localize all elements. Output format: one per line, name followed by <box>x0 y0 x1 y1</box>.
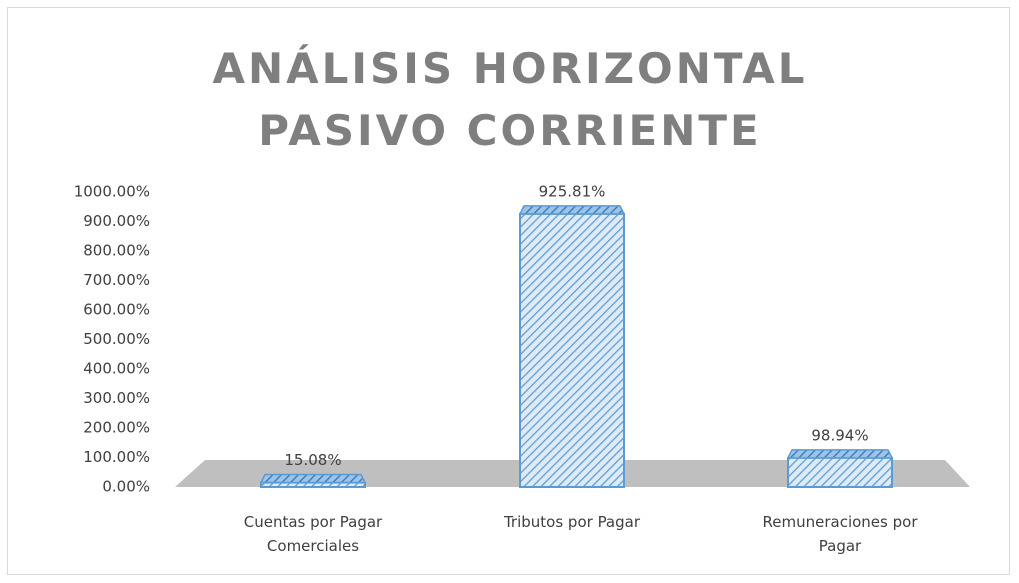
y-tick-label: 400.00% <box>83 360 150 378</box>
x-tick-label: Remuneraciones por Pagar <box>762 513 918 555</box>
bar-top <box>518 205 626 215</box>
chart-border <box>7 7 1010 575</box>
y-tick-label: 500.00% <box>83 330 150 348</box>
x-tick-label: Tributos por Pagar <box>503 513 641 531</box>
bar <box>787 456 893 489</box>
y-tick-label: 0.00% <box>102 478 150 496</box>
y-tick-label: 800.00% <box>83 242 150 260</box>
data-label: 98.94% <box>811 426 868 444</box>
y-tick-label: 700.00% <box>83 271 150 289</box>
bar <box>519 212 625 488</box>
y-tick-label: 200.00% <box>83 419 150 437</box>
y-tick-label: 300.00% <box>83 389 150 407</box>
data-label: 925.81% <box>539 182 606 200</box>
bar-top <box>786 449 894 459</box>
x-tick-label: Cuentas por Pagar Comerciales <box>243 513 383 555</box>
y-tick-label: 100.00% <box>83 448 150 466</box>
y-tick-label: 1000.00% <box>74 183 150 201</box>
data-label: 15.08% <box>284 451 341 469</box>
y-tick-label: 900.00% <box>83 212 150 230</box>
bar-top <box>259 473 367 484</box>
y-tick-label: 600.00% <box>83 301 150 319</box>
chart-title: ANÁLISIS HORIZONTAL PASIVO CORRIENTE <box>212 44 808 155</box>
